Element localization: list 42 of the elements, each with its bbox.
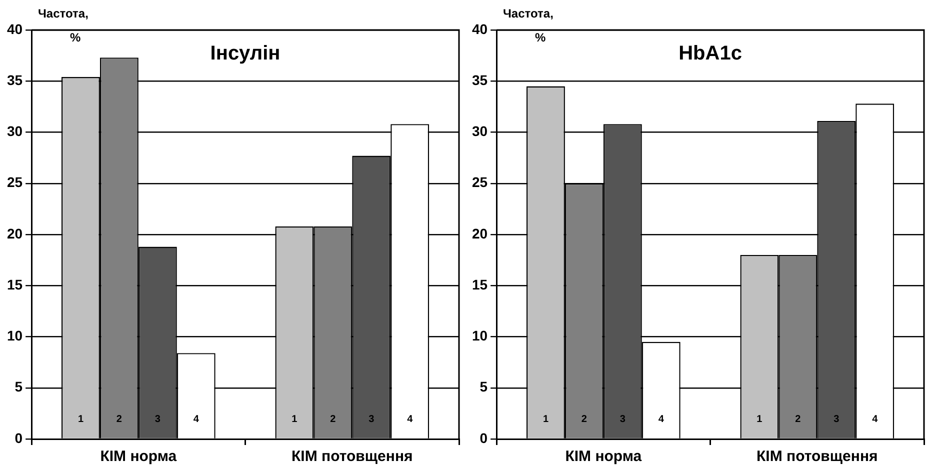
text: 3: [368, 414, 374, 425]
y-tick-label: 40: [472, 20, 488, 37]
y-tick-label: 35: [6, 72, 23, 88]
series-label: 4: [658, 414, 664, 425]
text: 3: [834, 414, 840, 425]
y-tick-label: 10: [6, 328, 23, 344]
series-label: 4: [193, 414, 200, 425]
y-tick-label: 20: [472, 225, 488, 242]
y-tick-label: 30: [6, 123, 23, 140]
series-label: 3: [154, 414, 161, 425]
text: 4: [872, 414, 878, 425]
x-tick-label: КІМ норма: [100, 448, 178, 466]
y-axis-title: Частота, %: [38, 6, 88, 44]
y-tick-label: 15: [472, 276, 488, 292]
y-axis-title: Частота, %: [503, 6, 554, 44]
y-tick-label: 35: [472, 72, 488, 88]
text: HbA1c: [678, 42, 742, 65]
text: 1: [756, 414, 762, 425]
y-tick-label: 5: [14, 378, 23, 395]
x-tick-label: КІМ норма: [565, 448, 642, 466]
y-tick-label: 0: [480, 430, 488, 446]
y-tick-label: 20: [6, 225, 23, 242]
y-tick-label: 40: [6, 20, 23, 37]
text: Інсулін: [210, 42, 280, 65]
y-tick-label: 0: [14, 430, 23, 446]
series-label: 3: [620, 414, 626, 425]
y-tick-label: 25: [6, 174, 23, 190]
series-label: 1: [78, 414, 84, 425]
series-label: 2: [116, 414, 122, 425]
y-tick-label: 15: [6, 276, 23, 292]
series-label: 1: [542, 414, 549, 425]
text: 4: [407, 414, 413, 425]
x-tick-label: КІМ потовщення: [292, 448, 413, 466]
x-tick-label: КІМ потовщення: [756, 448, 878, 466]
y-tick-label: 25: [472, 174, 488, 190]
y-tick-label: 10: [472, 328, 488, 344]
text: 2: [330, 414, 336, 425]
y-tick-label: 30: [472, 123, 488, 140]
text: 1: [292, 414, 298, 425]
series-label: 2: [581, 414, 588, 425]
text: 2: [795, 414, 801, 425]
y-tick-label: 5: [480, 378, 488, 395]
